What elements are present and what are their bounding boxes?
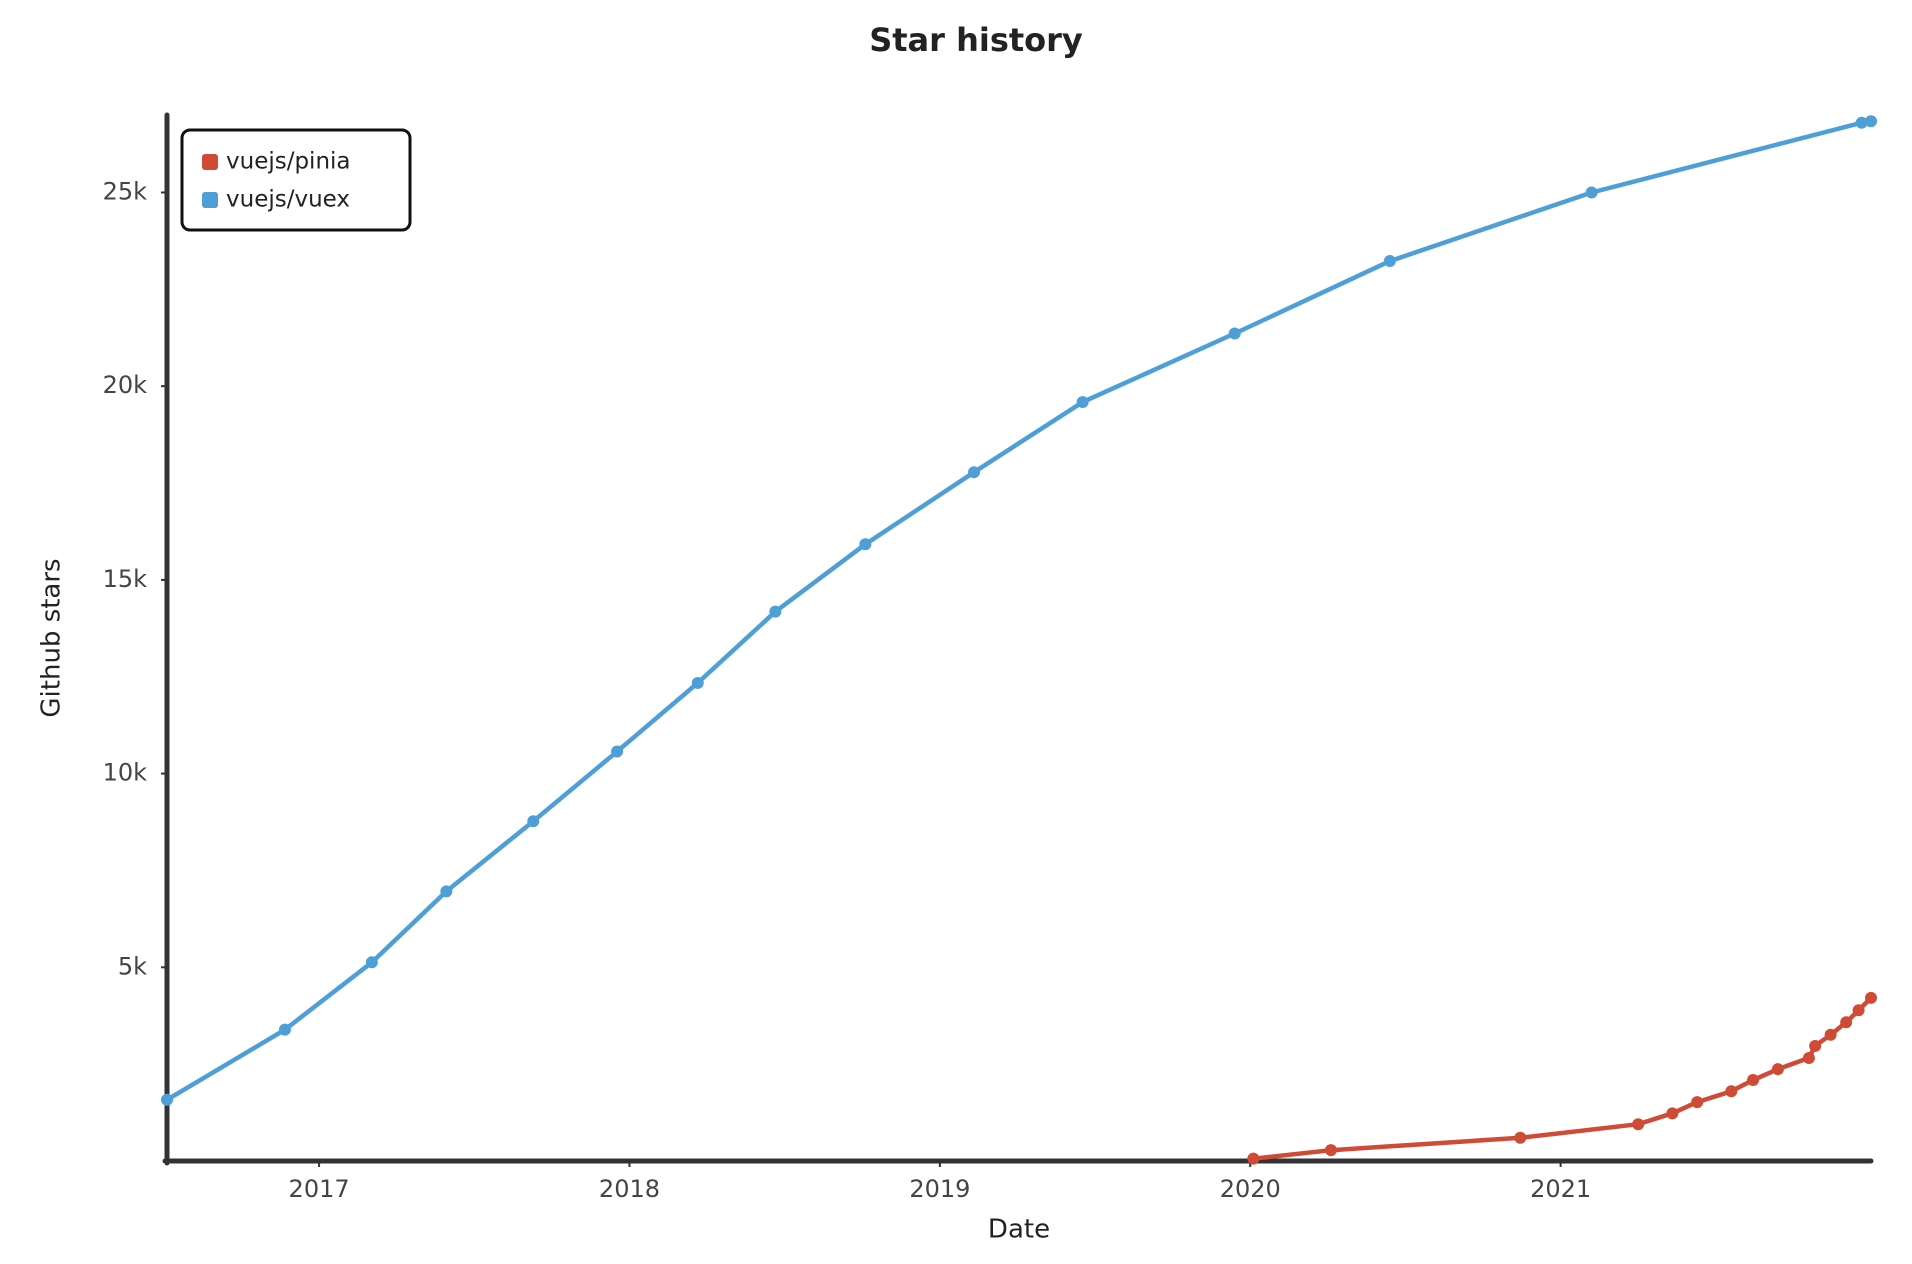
data-point <box>1771 1063 1784 1076</box>
data-point <box>1228 327 1241 340</box>
x-tick-label: 2018 <box>599 1175 660 1203</box>
data-point <box>440 885 453 898</box>
data-point <box>859 538 872 551</box>
data-point <box>1514 1131 1527 1144</box>
data-point <box>1840 1016 1853 1029</box>
data-point <box>1855 116 1868 129</box>
y-tick-label: 5k <box>118 952 147 980</box>
data-point <box>1324 1144 1337 1157</box>
y-axis-label: Github stars <box>37 558 67 717</box>
data-point <box>161 1093 173 1106</box>
x-tick-label: 2019 <box>909 1175 970 1203</box>
data-point <box>967 466 980 479</box>
legend-label: vuejs/pinia <box>226 149 351 175</box>
data-point <box>1747 1074 1760 1087</box>
data-point <box>691 676 704 689</box>
y-tick-label: 20k <box>103 371 148 399</box>
legend-label: vuejs/vuex <box>226 187 350 213</box>
data-point <box>1865 115 1877 128</box>
data-point <box>1076 396 1089 409</box>
data-point <box>1691 1096 1704 1109</box>
data-point <box>769 605 782 618</box>
x-tick-label: 2020 <box>1220 1175 1281 1203</box>
series-line <box>1251 995 1874 1161</box>
y-tick-label: 10k <box>103 759 148 787</box>
data-point <box>611 745 624 758</box>
data-point <box>365 956 378 969</box>
x-tick-label: 2021 <box>1530 1175 1591 1203</box>
data-point <box>1865 991 1877 1004</box>
y-tick-label: 25k <box>103 177 148 205</box>
data-point <box>1632 1118 1645 1131</box>
data-point <box>1809 1039 1822 1052</box>
chart-title: Star history <box>869 21 1083 59</box>
data-point <box>527 815 540 828</box>
series-line <box>164 118 1874 1103</box>
data-point <box>1852 1004 1865 1017</box>
x-tick-label: 2017 <box>289 1175 350 1203</box>
data-point <box>1383 255 1396 268</box>
legend-swatch <box>202 154 218 170</box>
data-point <box>1725 1085 1738 1098</box>
data-point <box>278 1023 291 1036</box>
data-point <box>1247 1152 1260 1165</box>
y-tick-label: 15k <box>103 565 148 593</box>
x-axis-label: Date <box>988 1215 1050 1245</box>
data-point <box>1666 1107 1679 1120</box>
data-point <box>1824 1028 1837 1041</box>
legend-box <box>180 128 412 232</box>
data-point <box>1585 186 1598 199</box>
data-point <box>1802 1051 1815 1064</box>
legend-swatch <box>202 192 218 208</box>
